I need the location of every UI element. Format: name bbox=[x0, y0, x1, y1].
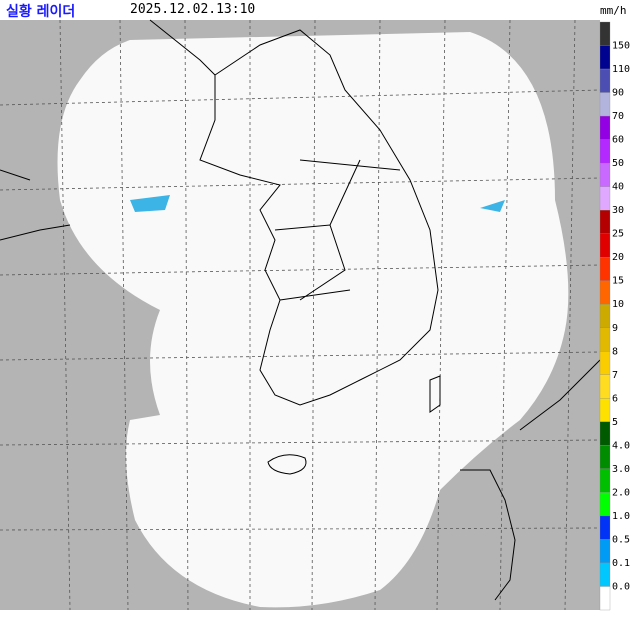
legend-label: 20 bbox=[612, 252, 624, 263]
legend-label: 0.0 bbox=[612, 581, 630, 592]
legend-label: 5 bbox=[612, 417, 618, 428]
legend-label: 10 bbox=[612, 299, 624, 310]
timestamp: 2025.12.02.13:10 bbox=[130, 2, 256, 17]
legend-label: 150 bbox=[612, 41, 630, 52]
legend-label: 0.5 bbox=[612, 534, 630, 545]
legend-label: 3.0 bbox=[612, 464, 630, 475]
legend-swatch bbox=[599, 304, 611, 328]
legend-swatch bbox=[599, 210, 611, 234]
legend-label: 50 bbox=[612, 158, 624, 169]
legend-swatch bbox=[599, 374, 611, 399]
legend-label: 90 bbox=[612, 88, 624, 99]
legend-swatch bbox=[599, 492, 611, 517]
legend-swatch bbox=[599, 515, 611, 540]
legend-label: 1.0 bbox=[612, 511, 630, 522]
legend-swatch bbox=[599, 468, 611, 493]
legend-swatch bbox=[599, 162, 611, 187]
legend-label: 60 bbox=[612, 135, 624, 146]
legend-label: 9 bbox=[612, 323, 618, 334]
echo bbox=[130, 195, 505, 212]
legend-label: 0.1 bbox=[612, 558, 630, 569]
legend-swatch bbox=[599, 586, 611, 611]
legend-swatch bbox=[599, 233, 611, 258]
legend-swatch bbox=[599, 539, 611, 564]
radar-coverage bbox=[57, 32, 569, 608]
legend-swatch bbox=[599, 21, 611, 46]
legend-label: 6 bbox=[612, 393, 618, 404]
legend-label: 40 bbox=[612, 182, 624, 193]
legend-label: 4.0 bbox=[612, 440, 630, 451]
legend-label: 110 bbox=[612, 64, 630, 75]
legend-label: 7 bbox=[612, 370, 618, 381]
legend-swatch bbox=[599, 186, 611, 211]
unit: mm/h bbox=[600, 4, 627, 17]
title: 실황 레이더 bbox=[6, 4, 76, 20]
legend-label: 2.0 bbox=[612, 487, 630, 498]
legend-swatch bbox=[599, 92, 611, 117]
legend-label: 25 bbox=[612, 229, 624, 240]
legend: 150 110 90 70 60 50 40 30 25 20 15 10 9 8 7 6 5 4.0 3.0 2.0… bbox=[599, 21, 630, 611]
legend-label: 8 bbox=[612, 346, 618, 357]
legend-swatch bbox=[599, 421, 611, 446]
legend-label: 30 bbox=[612, 205, 624, 216]
legend-swatch bbox=[599, 139, 611, 164]
legend-swatch bbox=[599, 562, 611, 587]
legend-swatch bbox=[599, 45, 611, 70]
legend-swatch bbox=[599, 351, 611, 375]
grid bbox=[0, 19, 601, 611]
legend-swatch bbox=[599, 115, 611, 140]
legend-swatch bbox=[599, 68, 611, 93]
legend-swatch bbox=[599, 398, 611, 422]
legend-swatch bbox=[599, 257, 611, 281]
legend-swatch bbox=[599, 327, 611, 352]
legend-label: 70 bbox=[612, 111, 624, 122]
legend-label: 15 bbox=[612, 276, 624, 287]
coastline bbox=[0, 19, 601, 601]
legend-swatch bbox=[599, 445, 611, 470]
legend-swatch bbox=[599, 280, 611, 305]
